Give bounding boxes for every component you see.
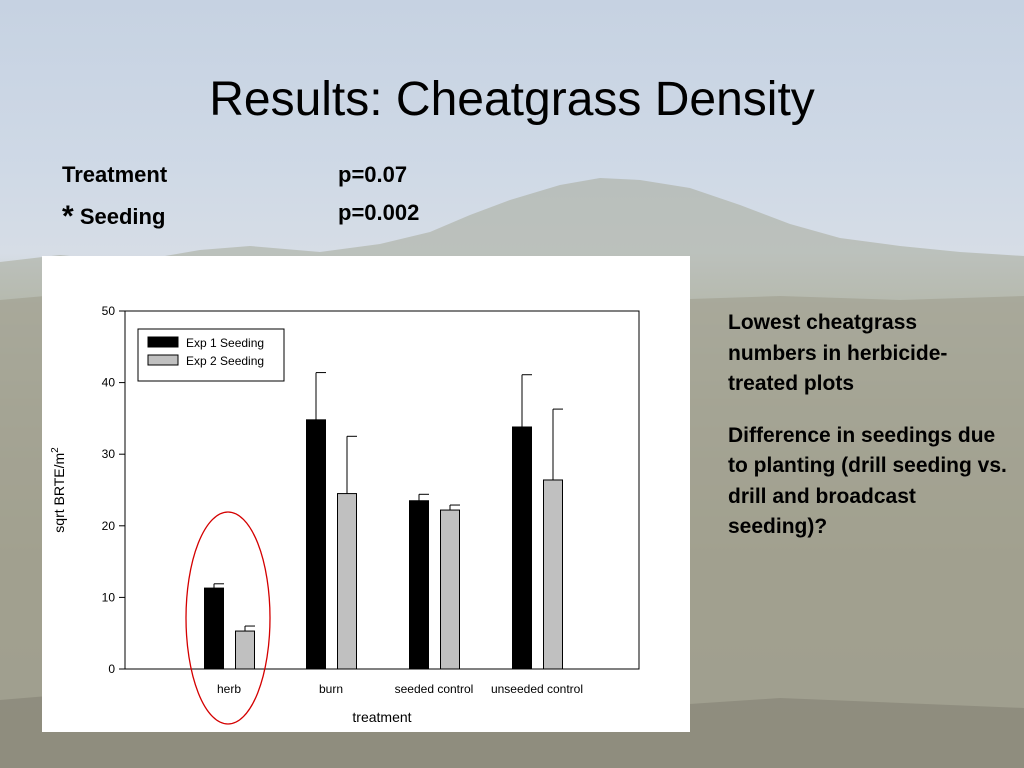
x-tick-label: unseeded control <box>491 682 583 696</box>
x-tick-label: seeded control <box>395 682 474 696</box>
y-tick-label: 10 <box>102 590 116 604</box>
stat-label: Treatment <box>62 162 167 188</box>
significance-star: * <box>62 200 74 233</box>
notes-panel: Lowest cheatgrass numbers in herbicide-t… <box>728 308 1008 564</box>
note-seeding-difference: Difference in seedings due to planting (… <box>728 423 1007 539</box>
plot-frame <box>124 310 640 670</box>
y-axis-title: sqrt BRTE/m2 <box>50 447 67 533</box>
stat-label: * Seeding <box>62 200 165 234</box>
legend-label: Exp 1 Seeding <box>186 336 264 350</box>
y-axis-superscript: 2 <box>50 447 61 453</box>
y-tick-label: 40 <box>102 376 116 390</box>
bar <box>512 426 532 670</box>
stat-label-text: Seeding <box>79 204 166 229</box>
stat-p-value: p=0.07 <box>338 162 408 187</box>
bar <box>204 587 224 670</box>
bar <box>235 630 255 670</box>
note-lowest-cheatgrass: Lowest cheatgrass numbers in herbicide-t… <box>728 311 948 395</box>
x-axis-title: treatment <box>352 709 411 725</box>
bar <box>543 479 563 670</box>
stat-label-text: Treatment <box>62 162 168 187</box>
x-tick-label: herb <box>217 682 241 696</box>
highlight-ellipse <box>185 511 271 725</box>
legend-label: Exp 2 Seeding <box>186 354 264 368</box>
bar <box>306 419 326 670</box>
slide-title: Results: Cheatgrass Density <box>209 73 815 126</box>
legend-swatch <box>147 354 179 366</box>
bar-chart: 0 10 20 30 40 50 herb burn seeded control unseede… <box>50 304 640 725</box>
legend-swatch <box>147 336 179 348</box>
y-tick-label: 50 <box>102 304 116 318</box>
y-tick-label: 30 <box>102 447 116 461</box>
stat-p-value: p=0.002 <box>338 200 420 225</box>
chart-panel: 0 10 20 30 40 50 herb burn seeded control unseede… <box>42 256 690 732</box>
bar <box>337 493 357 670</box>
x-tick-label: burn <box>319 682 343 696</box>
bar <box>440 509 460 670</box>
y-tick-label: 0 <box>108 662 115 676</box>
bar <box>409 500 429 670</box>
y-tick-label: 20 <box>102 519 116 533</box>
